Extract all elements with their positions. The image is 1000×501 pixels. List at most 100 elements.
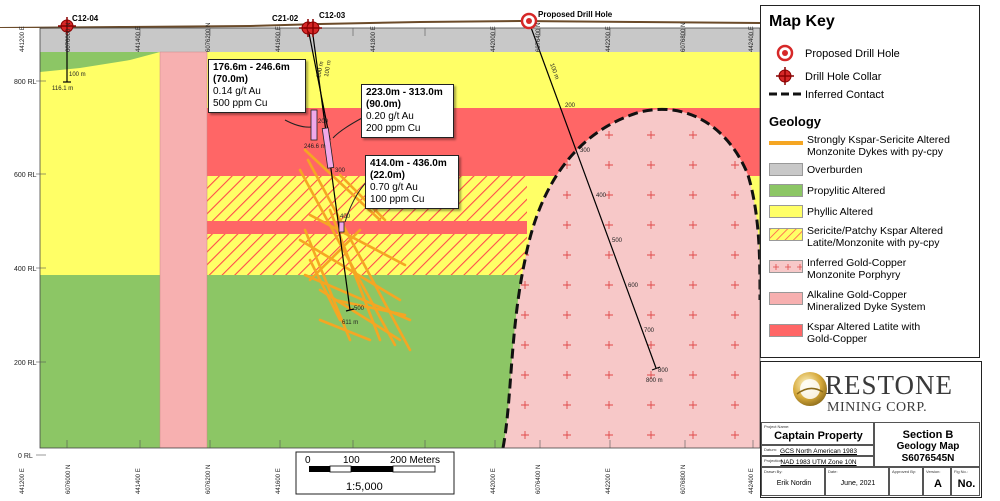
scale-ratio: 1:5,000 xyxy=(346,481,383,493)
depth-label: 400 xyxy=(596,193,607,199)
rl-label: 0 RL xyxy=(18,453,33,460)
easting-label: 442200 E xyxy=(606,468,612,494)
easting-label: 441200 E xyxy=(20,468,26,494)
scale-tick: 100 xyxy=(343,455,360,466)
fig-no: No. xyxy=(957,478,976,490)
intercept-cu: 200 ppm Cu xyxy=(366,123,421,134)
rl-label: 600 RL xyxy=(14,172,37,179)
date: June, 2021 xyxy=(840,480,876,487)
intercept-interval: 176.6m - 246.6m xyxy=(213,62,290,73)
depth-label: 300 xyxy=(580,148,591,154)
depth-label: 800 m xyxy=(646,378,663,384)
depth-label: 600 xyxy=(628,283,639,289)
intercept-interval: 223.0m - 313.0m xyxy=(366,87,443,98)
section-id: S6076545N xyxy=(901,453,955,464)
depth-label: 100 m xyxy=(316,61,325,79)
title-block: RESTONE MINING CORP. Project Name: Capta… xyxy=(760,361,982,498)
company-logo: RESTONE MINING CORP. xyxy=(761,362,980,423)
dyke-system xyxy=(159,51,208,449)
scale-tick: 200 Meters xyxy=(390,455,440,466)
easting-label: 442400 E xyxy=(749,26,755,52)
red-band-layer xyxy=(207,221,527,234)
intercept-interval: 414.0m - 436.0m xyxy=(370,158,447,169)
northing-label: 6076400 N xyxy=(536,23,542,52)
overburden-layer xyxy=(40,28,760,52)
depth-label: 200 xyxy=(565,103,576,109)
version: A xyxy=(934,478,942,490)
easting-label: 442200 E xyxy=(606,26,612,52)
monzonite-dykes xyxy=(298,148,412,352)
legend-symbol-label: Proposed Drill Hole xyxy=(805,48,900,60)
datum-caption: Datum: xyxy=(764,447,777,452)
logo-line-1: RESTONE xyxy=(825,370,954,400)
intercept-length: (90.0m) xyxy=(366,99,402,110)
map-title: Geology Map xyxy=(896,441,960,452)
depth-label: 300 xyxy=(335,168,346,174)
depth-label: 500 xyxy=(612,238,623,244)
depth-label: 700 xyxy=(644,328,655,334)
intercept-callout-2: 223.0m - 313.0m (90.0m) 0.20 g/t Au 200 … xyxy=(361,84,454,138)
intercept-length: (22.0m) xyxy=(370,170,406,181)
legend-unit-label: Alkaline Gold-Copper xyxy=(807,289,907,301)
intercept-au: 0.20 g/t Au xyxy=(366,111,414,122)
intercept-box-1 xyxy=(310,109,318,141)
drill-hole-collar-icon[interactable] xyxy=(58,17,76,35)
depth-label: 100 m xyxy=(324,60,333,77)
depth-label: 800 xyxy=(658,368,669,374)
intercept-length: (70.0m) xyxy=(213,74,249,85)
legend-unit-label: Inferred Gold-Copper xyxy=(807,257,907,269)
northing-label: 6076000 N xyxy=(66,23,72,52)
legend-unit-label: Strongly Kspar-Sericite Altered xyxy=(807,134,950,146)
rl-axis: 800 RL 600 RL 400 RL 200 RL 0 RL xyxy=(14,79,37,460)
project-name-caption: Project Name: xyxy=(764,424,790,429)
datum: GCS North American 1983 xyxy=(780,448,857,455)
drill-hole-collar-icon xyxy=(776,67,794,85)
proposed-drill-hole-icon[interactable] xyxy=(520,12,538,30)
project-name: Captain Property xyxy=(774,430,863,442)
intercept-cu: 100 ppm Cu xyxy=(370,194,425,205)
intercept-box-3 xyxy=(338,221,345,233)
drill-hole-collar-icon[interactable] xyxy=(304,19,322,37)
easting-label: 442000 E xyxy=(491,468,497,494)
depth-label: 246.6 m xyxy=(304,144,326,150)
porphyry-body xyxy=(503,109,760,448)
drill-traces xyxy=(63,21,661,371)
trace-proposed xyxy=(528,21,657,369)
drawn-by: Erik Nordin xyxy=(776,480,812,487)
legend-geology-title: Geology xyxy=(769,114,822,129)
northing-label: 6076200 N xyxy=(206,465,212,494)
projection-caption: Projection: xyxy=(764,458,783,463)
drawn-by-caption: Drawn By: xyxy=(764,469,783,474)
topographic-surface xyxy=(0,19,761,29)
depth-label: 100 m xyxy=(69,72,86,78)
depth-label: 116.1 m xyxy=(52,86,73,92)
propylitic-top-left xyxy=(40,52,160,72)
northing-label: 6076800 N xyxy=(681,465,687,494)
intercept-box-2 xyxy=(321,127,335,169)
date-caption: Date: xyxy=(828,469,838,474)
rl-label: 200 RL xyxy=(14,360,37,367)
legend-title: Map Key xyxy=(769,13,835,30)
inferred-contact-icon xyxy=(769,92,803,96)
coord-labels-top: 441200 E 6076000 N 441400 E 6076200 N 44… xyxy=(20,23,755,52)
fig-caption: Fig No.: xyxy=(954,469,969,474)
logo-line-2: MINING CORP. xyxy=(827,400,928,415)
rl-label: 800 RL xyxy=(14,79,37,86)
legend-unit-label: Kspar Altered Latite with xyxy=(807,321,921,333)
depth-label: 611 m xyxy=(342,320,358,326)
easting-label: 442400 E xyxy=(749,468,755,494)
easting-label: 441400 E xyxy=(136,468,142,494)
depth-label: 200 xyxy=(318,119,329,125)
easting-label: 441600 E xyxy=(276,468,282,494)
hole-label-c21-02: C21-02 xyxy=(272,14,299,23)
legend-unit-label: Phyllic Altered xyxy=(807,206,873,218)
legend-unit-label: Monzonite Dykes with py-cpy xyxy=(807,146,943,158)
legend-unit-label: Overburden xyxy=(807,164,863,176)
intercept-cu: 500 ppm Cu xyxy=(213,98,268,109)
legend-unit-label: Gold-Copper xyxy=(807,333,868,345)
intercept-au: 0.70 g/t Au xyxy=(370,182,418,193)
approved-by-caption: Approved By: xyxy=(892,469,917,474)
legend-unit-label: Propylitic Altered xyxy=(807,185,886,197)
trace-c12-03 xyxy=(311,27,351,311)
easting-label: 441400 E xyxy=(136,26,142,52)
